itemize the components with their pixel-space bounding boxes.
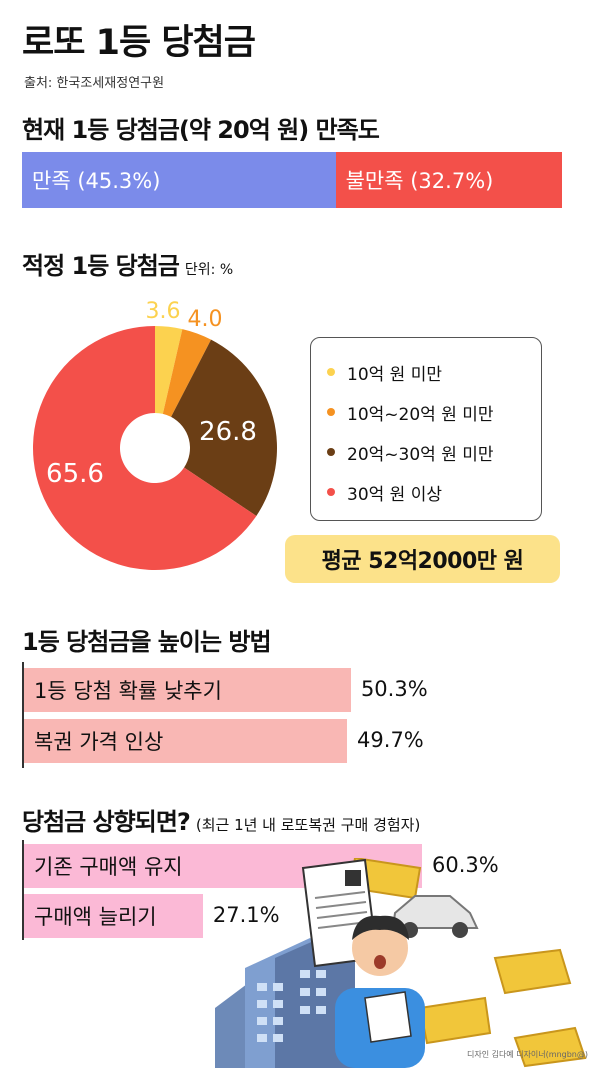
unit-note: 단위: %: [184, 262, 234, 278]
methods-heading: 1등 당첨금을 높이는 방법: [22, 628, 272, 656]
satisfaction-bar: 만족 (45.3%) 불만족 (32.7%): [22, 152, 562, 208]
page-title: 로또 1등 당첨금: [22, 23, 256, 63]
slice-label: 26.8: [199, 417, 257, 447]
raise-heading: 당첨금 상향되면? (최근 1년 내 로또복권 구매 경험자): [22, 802, 420, 837]
bar: 구매액 늘리기: [24, 894, 203, 938]
appropriate-heading: 적정 1등 당첨금 단위: %: [22, 246, 233, 281]
donut-slice: [171, 339, 277, 516]
legend-item: 10억~20억 원 미만: [327, 392, 541, 432]
donut-slice: [162, 329, 212, 417]
donut-chart: 3.6 4.0 26.8 65.6: [32, 299, 277, 570]
bar: 1등 당첨 확률 낮추기: [24, 668, 351, 712]
donut-slice: [155, 326, 183, 414]
legend-label: 10억 원 미만: [347, 364, 442, 385]
appropriate-title: 적정 1등 당첨금: [22, 252, 180, 280]
bar-value: 49.7%: [357, 728, 424, 752]
bar: 복권 가격 인상: [24, 719, 348, 763]
source-note: 출처: 한국조세재정연구원: [24, 76, 165, 91]
legend-dot: [327, 408, 335, 416]
legend-item: 10억 원 미만: [327, 352, 541, 392]
raise-title: 당첨금 상향되면?: [22, 808, 191, 836]
satisfaction-heading: 현재 1등 당첨금(약 20억 원) 만족도: [22, 116, 380, 144]
legend-label: 10억~20억 원 미만: [347, 404, 494, 425]
person-icon: [335, 915, 425, 1068]
axis-line: [22, 662, 24, 768]
legend-dot: [327, 488, 335, 496]
donut-slice: [32, 326, 257, 570]
bar-label: 복권 가격 인상: [34, 730, 164, 754]
slice-label: 65.6: [46, 459, 104, 489]
dissatisfied-segment: 불만족 (32.7%): [335, 152, 562, 208]
raise-subheading: (최근 1년 내 로또복권 구매 경험자): [195, 816, 421, 834]
bar-label: 구매액 늘리기: [34, 905, 157, 929]
lottery-illustration: [215, 858, 587, 1068]
bar-label: 1등 당첨 확률 낮추기: [34, 679, 222, 703]
legend-label: 30억 원 이상: [347, 484, 442, 505]
bar-label: 기존 구매액 유지: [34, 855, 183, 879]
legend-label: 20억~30억 원 미만: [347, 444, 494, 465]
satisfied-label: 만족 (45.3%): [32, 169, 161, 193]
credit-note: 디자인 김다예 디자이너(mngbn@): [466, 1050, 588, 1059]
slice-label: 4.0: [188, 307, 223, 332]
satisfied-segment: 만족 (45.3%): [22, 152, 336, 208]
bar-value: 50.3%: [360, 677, 428, 701]
donut-legend: 10억 원 미만 10억~20억 원 미만 20억~30억 원 미만 30억 원…: [310, 337, 542, 521]
methods-chart: 1등 당첨 확률 낮추기 50.3% 복권 가격 인상 49.7%: [22, 662, 582, 772]
average-badge: 평균 52억2000만 원: [285, 535, 560, 583]
bar-value: 27.1%: [212, 903, 280, 927]
dissatisfied-label: 불만족 (32.7%): [345, 169, 494, 193]
legend-dot: [327, 448, 335, 456]
legend-dot: [327, 368, 335, 376]
legend-item: 20억~30억 원 미만: [327, 432, 541, 472]
legend-item: 30억 원 이상: [327, 472, 541, 512]
slice-label: 3.6: [146, 299, 181, 324]
bar-value: 60.3%: [431, 853, 499, 877]
money-icon: [348, 858, 587, 1068]
axis-line: [22, 840, 24, 940]
